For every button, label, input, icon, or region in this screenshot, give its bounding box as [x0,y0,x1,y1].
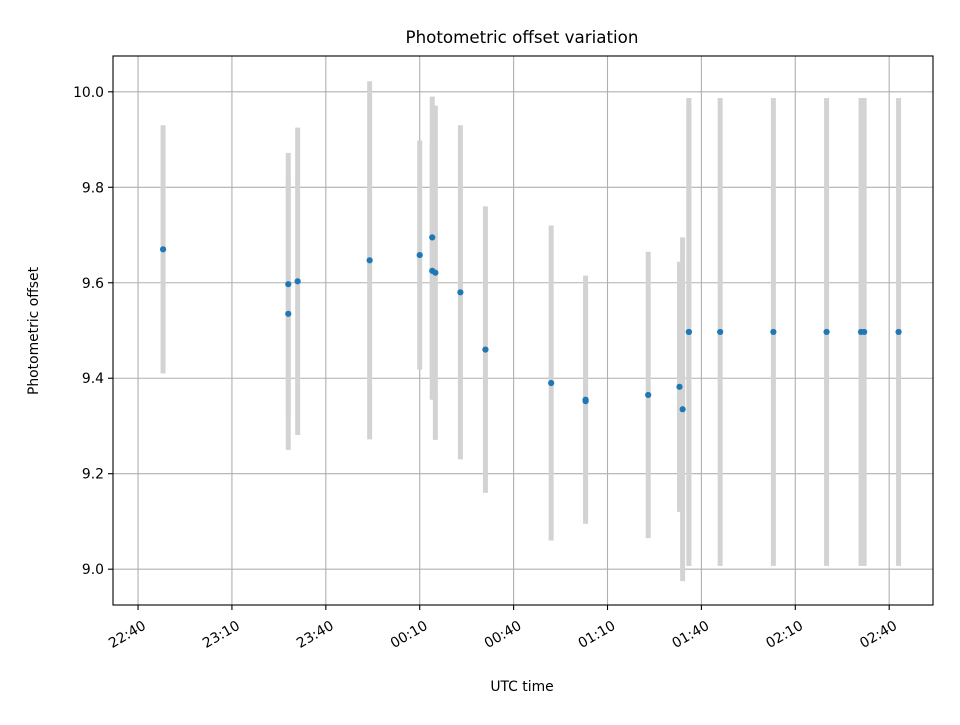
y-tick-label: 9.6 [82,276,104,292]
data-point [366,257,373,264]
data-point [482,346,489,353]
data-point [895,328,902,336]
data-point [285,310,292,317]
data-point [582,398,589,405]
chart-title: Photometric offset variation [406,27,639,47]
data-point [285,281,292,288]
data-point [294,278,301,285]
y-axis-label: Photometric offset [26,266,42,395]
data-point [416,251,423,259]
y-tick-label: 10.0 [73,85,104,101]
data-point [823,328,830,336]
grid [113,56,933,605]
data-point [717,328,724,336]
plot-frame [112,55,934,606]
y-tick-label: 9.2 [82,467,104,483]
y-tick-label: 9.0 [82,562,104,578]
data-point [679,406,686,413]
y-tick-label: 9.4 [82,371,104,387]
y-axis-ticks: 9.0 9.2 9.4 9.6 9.8 10.0 [73,85,113,578]
data-point [548,379,555,387]
data-point [432,269,439,276]
data-point [645,391,652,399]
data-point [676,383,683,390]
x-axis-label: UTC time [490,679,553,695]
data-point [861,328,868,336]
data-points [159,234,902,413]
data-point [770,328,777,336]
y-tick-label: 9.8 [82,180,104,196]
data-point [457,289,464,296]
data-point [429,234,436,241]
data-point [159,246,167,253]
data-point [685,328,692,336]
